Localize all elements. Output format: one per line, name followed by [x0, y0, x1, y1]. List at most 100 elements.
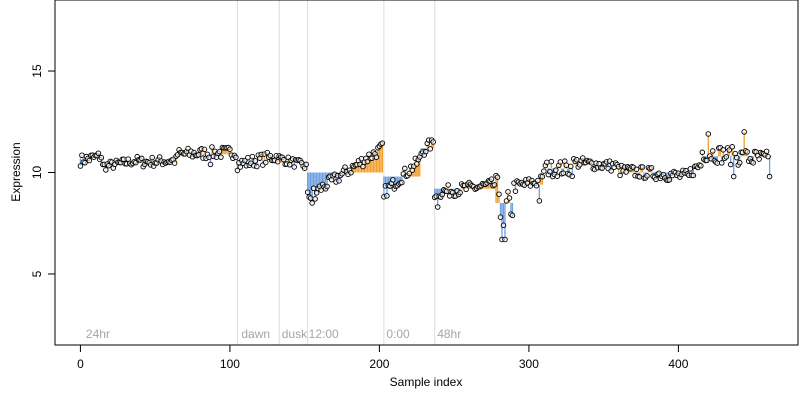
- data-point: [263, 159, 269, 166]
- data-point: [207, 161, 214, 168]
- data-point: [414, 161, 420, 167]
- data-point: [209, 144, 215, 150]
- annotation-label: dusk: [282, 327, 308, 341]
- data-point: [563, 162, 570, 168]
- data-point: [342, 164, 348, 170]
- data-point: [539, 173, 546, 180]
- data-point: [509, 212, 516, 219]
- data-point: [77, 163, 84, 169]
- data-point: [149, 154, 155, 161]
- data-point: [496, 191, 502, 197]
- data-point: [599, 165, 605, 171]
- data-point: [201, 146, 208, 153]
- data-point: [750, 160, 756, 166]
- data-point: [736, 159, 743, 166]
- data-point: [291, 164, 297, 170]
- data-point: [617, 172, 623, 179]
- data-point: [252, 158, 259, 164]
- data-point: [233, 154, 239, 161]
- data-point: [491, 182, 498, 188]
- data-point: [639, 164, 646, 170]
- data-point: [666, 177, 673, 183]
- data-point: [98, 154, 105, 161]
- data-point: [506, 195, 513, 201]
- data-point: [644, 173, 650, 179]
- data-point: [557, 159, 564, 165]
- x-axis-label: Sample index: [390, 375, 463, 389]
- data-point: [568, 163, 574, 170]
- data-point: [536, 198, 543, 204]
- data-point: [245, 154, 251, 161]
- data-point: [423, 148, 429, 155]
- data-point: [249, 153, 256, 160]
- data-point: [505, 189, 511, 195]
- data-point: [324, 183, 330, 190]
- data-point: [512, 188, 519, 194]
- data-point: [623, 169, 629, 175]
- data-point: [237, 164, 244, 170]
- data-point: [488, 176, 495, 182]
- data-point: [95, 150, 102, 156]
- data-point: [553, 167, 559, 173]
- data-point: [741, 129, 747, 135]
- data-point: [698, 163, 704, 169]
- data-point: [267, 152, 274, 159]
- annotation-labels: 24hr dawn dusk 12:00 0:00 48hr: [86, 327, 461, 341]
- annotation-label: 0:00: [386, 327, 410, 341]
- data-point: [710, 148, 716, 154]
- data-point: [704, 157, 710, 164]
- data-point: [690, 172, 697, 179]
- data-point: [406, 170, 413, 177]
- data-point: [195, 152, 202, 158]
- data-point: [216, 148, 223, 155]
- data-point: [719, 160, 725, 166]
- annotation-label: dawn: [241, 327, 270, 341]
- data-point: [653, 176, 659, 183]
- data-point: [138, 155, 145, 162]
- y-tick-label: 15: [30, 64, 44, 78]
- data-point: [463, 186, 469, 193]
- data-point: [497, 214, 504, 220]
- data-point: [733, 154, 740, 161]
- data-point: [608, 168, 614, 174]
- data-point: [687, 166, 694, 172]
- annotation-label: 12:00: [309, 327, 339, 341]
- data-point: [535, 177, 541, 184]
- data-point: [303, 161, 309, 168]
- data-point: [727, 161, 734, 168]
- data-point: [569, 173, 576, 180]
- data-point: [171, 160, 178, 166]
- data-point: [573, 157, 580, 163]
- data-point: [309, 200, 315, 206]
- data-point: [369, 155, 375, 161]
- data-point: [699, 149, 706, 156]
- y-tick-label: 10: [30, 166, 44, 180]
- data-point: [533, 182, 540, 189]
- data-point: [373, 154, 380, 160]
- data-point: [554, 173, 561, 179]
- data-point: [227, 146, 233, 152]
- data-point: [714, 160, 721, 166]
- y-tick-label: 5: [30, 270, 44, 277]
- data-point: [312, 196, 318, 202]
- data-point: [379, 140, 386, 146]
- data-point: [348, 169, 354, 176]
- data-point: [79, 152, 85, 159]
- data-point: [439, 191, 445, 198]
- x-tick-label: 0: [77, 357, 84, 371]
- data-point: [547, 168, 553, 175]
- data-point: [280, 156, 287, 163]
- data-point: [544, 159, 550, 166]
- data-point: [82, 159, 88, 166]
- data-point: [648, 165, 655, 171]
- data-point: [275, 158, 281, 165]
- data-point: [636, 174, 643, 180]
- y-axis: 5 10 15: [30, 64, 55, 277]
- data-point: [729, 144, 735, 150]
- data-point: [103, 167, 109, 173]
- data-point: [443, 188, 450, 195]
- annotation-label: 48hr: [437, 327, 461, 341]
- data-point: [756, 156, 762, 162]
- data-point: [744, 149, 750, 155]
- data-point: [457, 189, 463, 196]
